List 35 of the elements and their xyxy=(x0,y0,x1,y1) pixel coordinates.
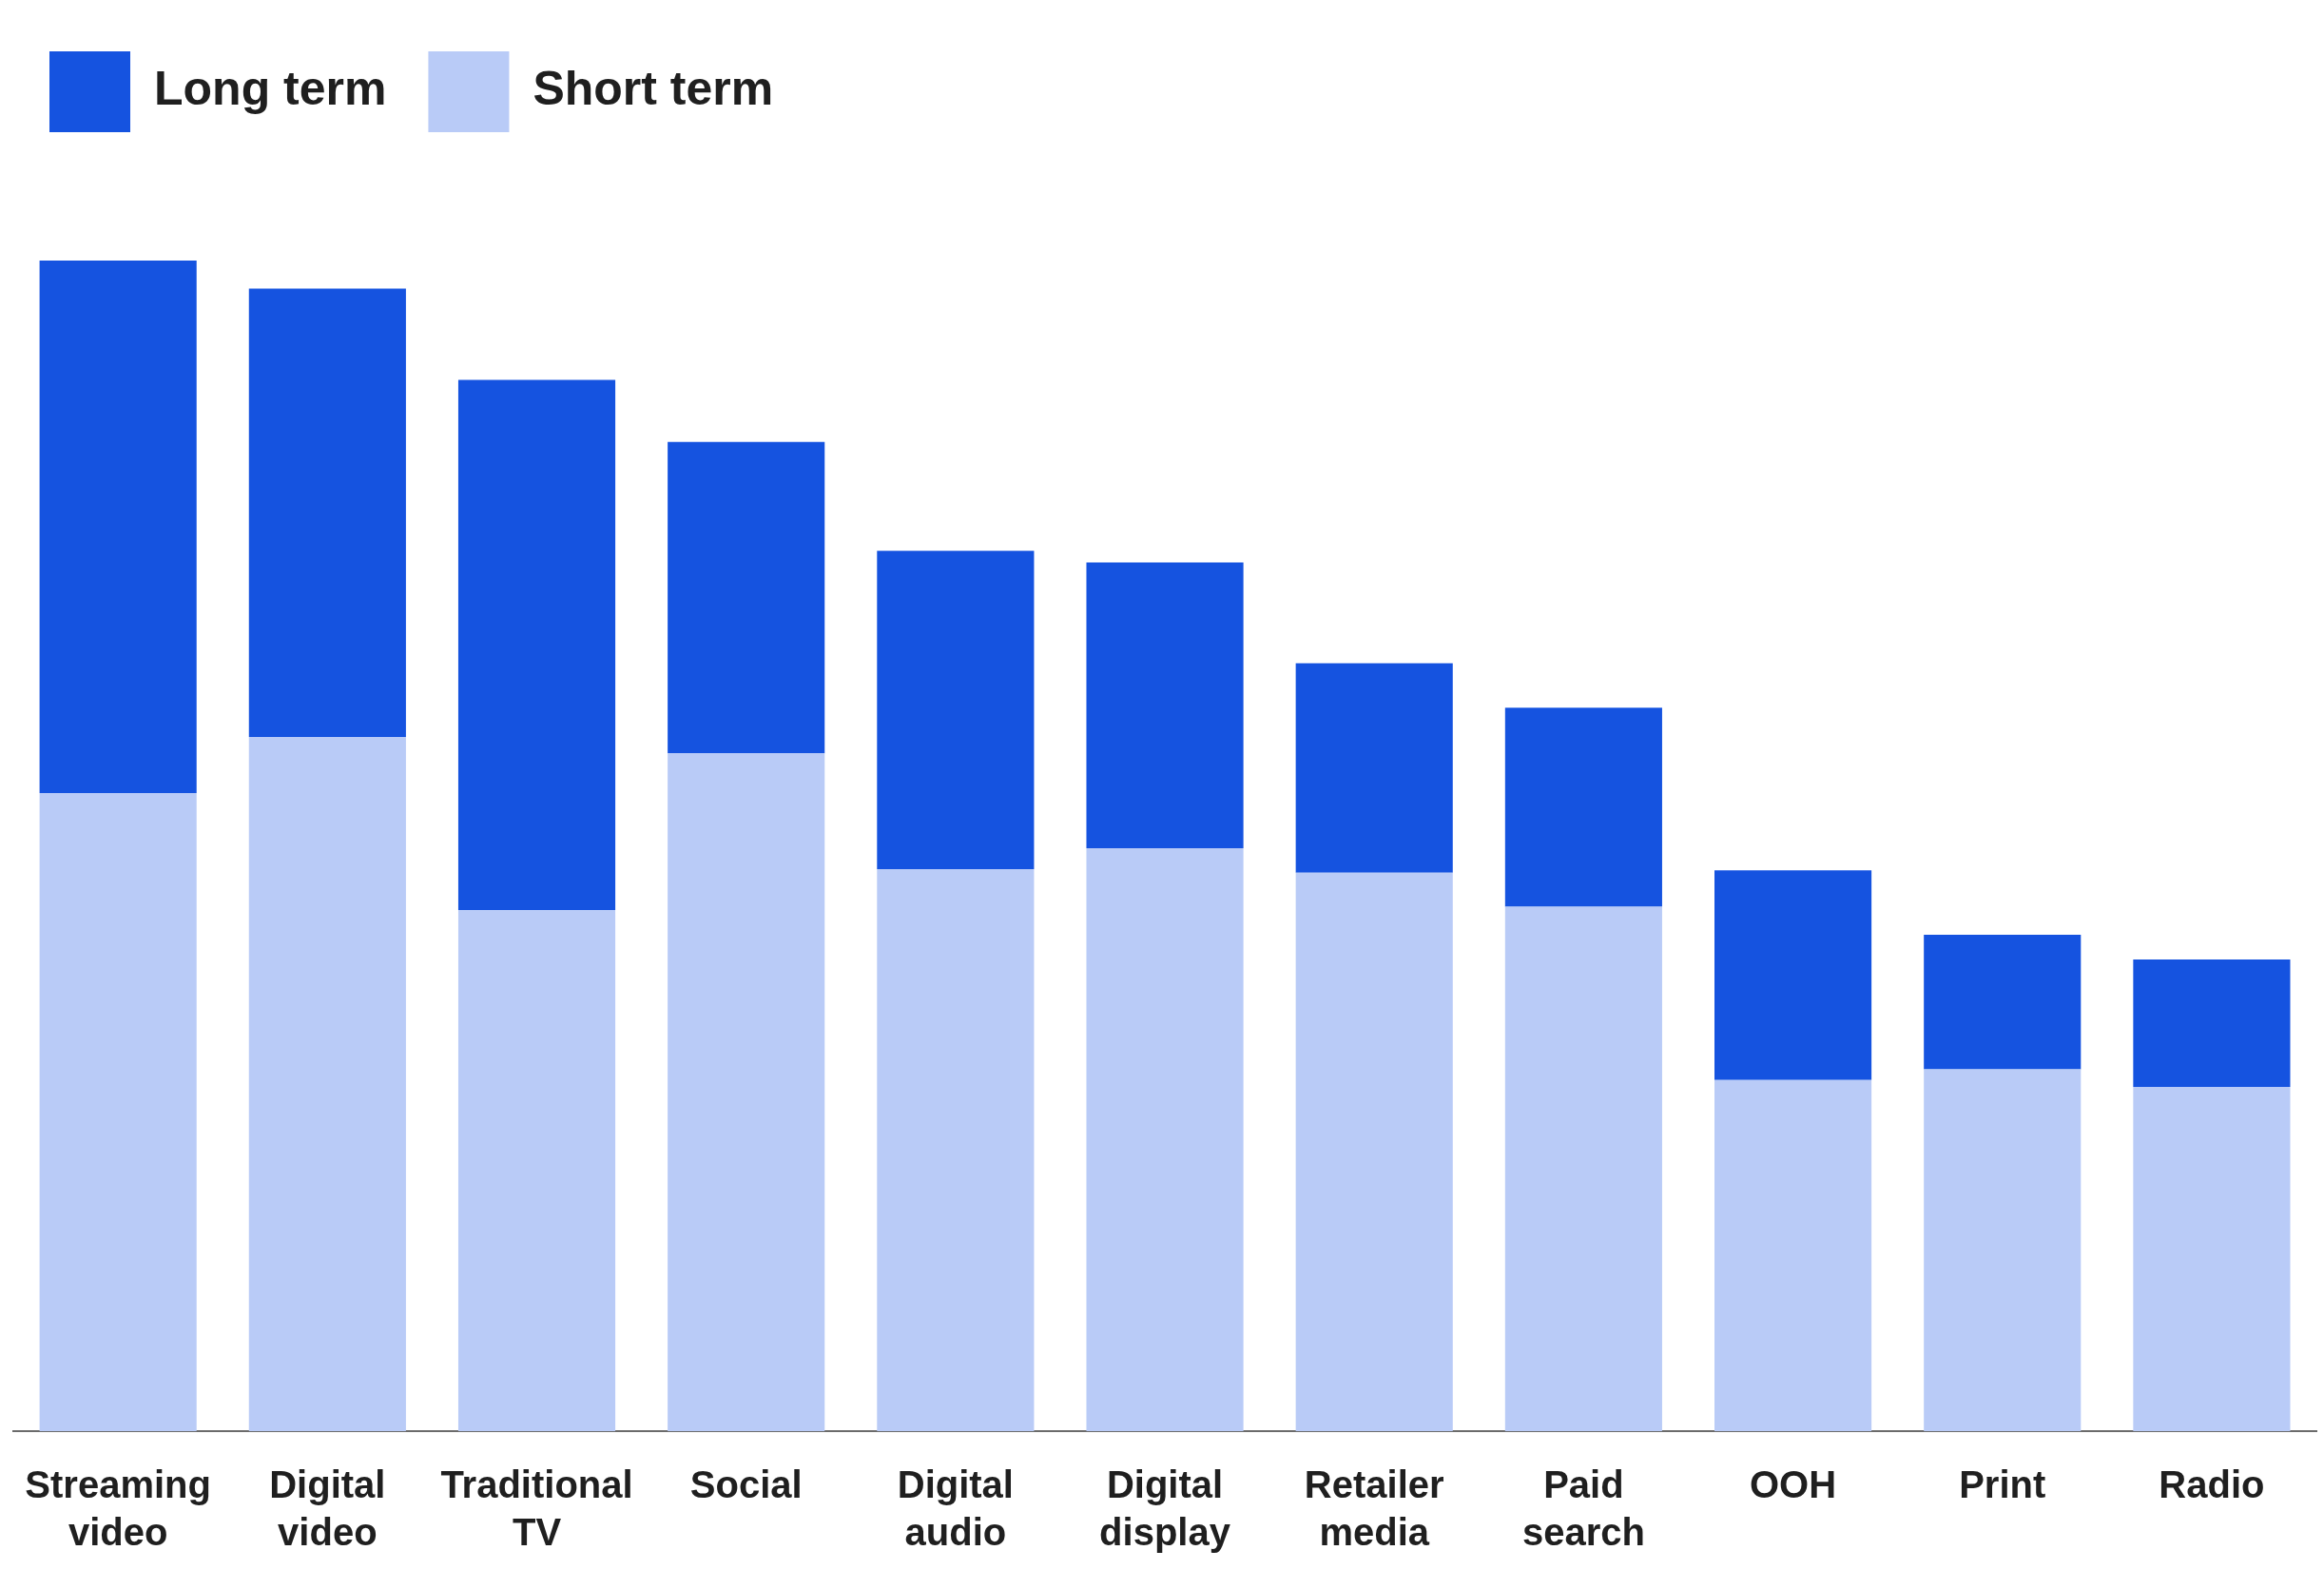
bar xyxy=(1714,1079,1872,1431)
x-tick-label: Print xyxy=(1959,1463,2046,1506)
bar xyxy=(668,441,825,754)
bar xyxy=(2133,1087,2291,1431)
bar xyxy=(1924,1069,2082,1431)
legend-label: Long term xyxy=(154,62,387,116)
bar xyxy=(668,753,825,1431)
bar xyxy=(1504,906,1662,1431)
bar xyxy=(39,793,197,1431)
bar xyxy=(1924,935,2082,1070)
x-tick-label: Retailer media xyxy=(1304,1463,1444,1554)
bar xyxy=(1295,872,1453,1431)
x-tick-label: Traditional TV xyxy=(440,1463,633,1554)
bar xyxy=(457,379,616,911)
x-tick-label: Digital display xyxy=(1099,1463,1231,1554)
bar xyxy=(877,869,1035,1431)
bar xyxy=(877,551,1035,870)
bar xyxy=(1086,562,1244,848)
legend-label: Short term xyxy=(533,62,774,116)
bar xyxy=(2133,959,2291,1088)
x-tick-label: Digital audio xyxy=(897,1463,1014,1554)
x-tick-label: Radio xyxy=(2159,1463,2265,1506)
x-tick-label: OOH xyxy=(1750,1463,1837,1506)
bar xyxy=(457,910,616,1431)
bar xyxy=(1086,847,1244,1431)
bar xyxy=(1714,870,1872,1080)
x-tick-label: Digital video xyxy=(269,1463,386,1554)
bar xyxy=(248,737,406,1431)
x-tick-label: Paid search xyxy=(1521,1463,1645,1554)
bar xyxy=(248,288,406,738)
bar xyxy=(39,261,197,794)
bar xyxy=(1295,663,1453,873)
x-tick-label: Social xyxy=(689,1463,803,1506)
x-tick-label: Streaming video xyxy=(25,1463,211,1554)
bar xyxy=(1504,707,1662,907)
